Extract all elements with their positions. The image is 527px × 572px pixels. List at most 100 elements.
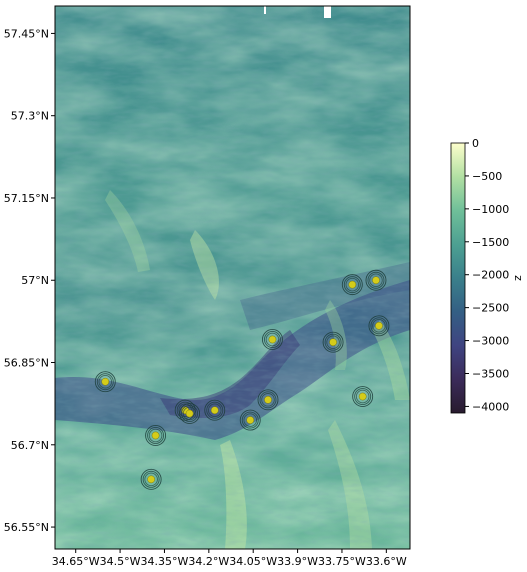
y-tick-label: 57°N [21,274,49,287]
point-ring [241,411,259,429]
y-tick-label: 57.45°N [4,27,49,40]
point-ring [372,319,386,333]
y-axis-ticks: 57.45°N 57.3°N 57.15°N 57°N 56.85°N 56.7°N 56.… [4,27,55,534]
point-marker [145,425,167,446]
y-tick-label: 57.15°N [4,192,49,205]
colorbar-tick-label: −3500 [472,367,509,380]
point-marker [179,403,201,424]
colorbar [450,142,466,414]
point-ring [369,273,383,287]
point-ring [148,428,163,443]
point-ring [261,329,283,350]
x-tick-label: 34.05°W [229,555,277,568]
point-dot [246,416,255,424]
point-marker [257,389,279,411]
point-ring [98,374,113,389]
point-dot [151,431,160,440]
colorbar-tick-label: −500 [472,170,502,183]
point-ring [179,403,201,424]
point-ring [367,271,385,289]
colorbar-tick-label: −3000 [472,335,509,348]
x-tick-label: 33.6°W [366,555,407,568]
point-marker [365,269,387,291]
colorbar-ticks: 0 −500 −1000 −1500 −2000 −2500 −3000 −3500 −4000 [465,137,509,413]
point-ring [257,389,279,411]
point-marker [204,399,226,421]
point-ring [147,427,165,444]
point-dot [329,338,337,347]
point-dot [348,280,357,289]
point-dot [185,409,194,418]
point-ring [239,409,261,431]
colorbar-tick-label: −4000 [472,400,509,413]
point-ring [355,389,370,404]
point-ring [140,468,162,490]
point-ring [354,388,372,405]
point-ring [182,406,197,421]
point-ring [181,405,199,422]
point-ring [207,403,222,417]
nodata-patch [324,6,331,18]
y-tick-label: 56.7°N [11,439,49,452]
point-dot [101,377,110,386]
point-dot [375,321,383,330]
point-dot [268,335,277,344]
point-marker [368,315,390,337]
point-ring [368,315,390,337]
point-ring [365,269,387,291]
point-ring [259,391,277,409]
point-marker [352,386,374,407]
point-ring [206,401,224,419]
point-ring [265,332,280,347]
point-marker [261,329,283,350]
point-marker [94,371,116,393]
colorbar-tick-label: −2500 [472,302,509,315]
point-ring [370,317,388,335]
x-tick-label: 34.35°W [141,555,189,568]
point-ring [326,335,340,349]
point-ring [142,470,160,488]
point-marker [239,409,261,431]
colorbar-tick-label: −1000 [472,203,509,216]
colorbar-tick-label: −2000 [472,269,509,282]
colorbar-tick-label: 0 [472,137,479,150]
point-ring [324,333,342,351]
point-ring [144,472,158,487]
point-dot [210,406,219,415]
x-axis-ticks: 34.65°W 34.5°W 34.35°W 34.2°W 34.05°W 33.9°W 3… [52,549,407,568]
point-markers [94,269,390,490]
point-ring [261,393,275,407]
x-tick-label: 34.2°W [188,555,229,568]
point-ring [341,274,363,296]
point-marker [140,468,162,490]
point-ring [263,331,281,348]
map-frame [54,5,411,550]
point-dot [358,392,367,401]
y-tick-label: 56.85°N [4,357,49,370]
point-ring [94,371,116,393]
x-tick-label: 34.5°W [100,555,141,568]
point-ring [345,277,360,292]
y-tick-label: 56.55°N [4,521,49,534]
point-ring [204,399,226,421]
point-dot [147,475,155,484]
point-ring [343,276,361,294]
point-dot [372,276,380,285]
x-tick-label: 34.65°W [52,555,100,568]
colorbar-label: z [512,275,525,281]
point-dot [264,395,272,404]
point-marker [341,274,363,296]
point-marker [322,331,344,353]
nodata-patch [264,6,266,14]
point-ring [352,386,374,407]
point-ring [322,331,344,353]
map-raster [55,6,410,549]
point-ring [96,373,114,391]
x-tick-label: 33.75°W [318,555,366,568]
y-tick-label: 57.3°N [11,110,49,123]
colorbar-tick-label: −1500 [472,236,509,249]
x-tick-label: 33.9°W [277,555,318,568]
point-ring [243,413,257,427]
point-ring [145,425,167,446]
